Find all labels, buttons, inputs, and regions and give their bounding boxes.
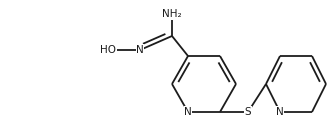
- Text: S: S: [245, 107, 251, 117]
- Text: N: N: [136, 45, 144, 55]
- Text: N: N: [184, 107, 192, 117]
- Text: HO: HO: [100, 45, 116, 55]
- Text: NH₂: NH₂: [162, 9, 182, 19]
- Text: N: N: [276, 107, 284, 117]
